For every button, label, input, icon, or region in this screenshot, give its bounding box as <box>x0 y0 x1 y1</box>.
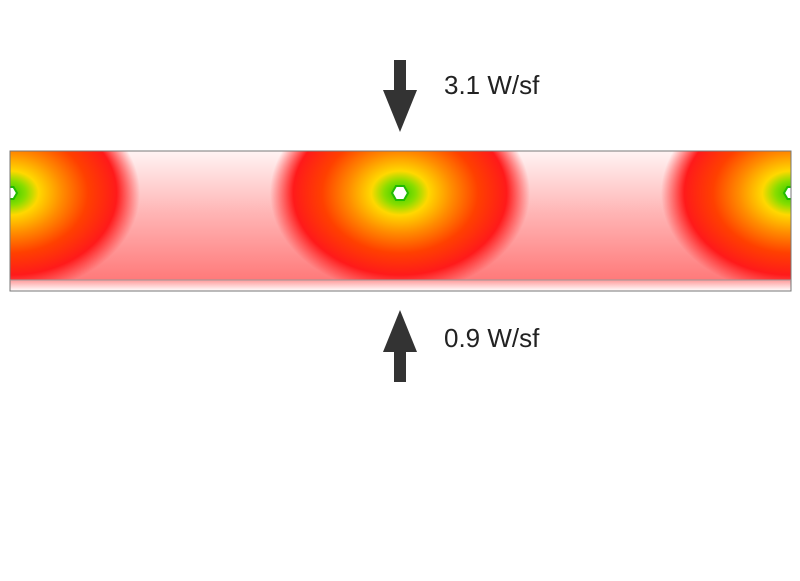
slab-bottom-layer <box>10 280 791 291</box>
bottom-flux-arrow <box>383 310 417 382</box>
bottom-heat-flux-label: 0.9 W/sf <box>444 323 540 353</box>
slab <box>10 151 791 291</box>
top-heat-flux-label: 3.1 W/sf <box>444 70 540 100</box>
heat-field-center <box>270 151 530 291</box>
top-flux-arrow <box>383 60 417 132</box>
heat-field-left <box>10 151 140 291</box>
pipe-center-icon <box>390 185 410 201</box>
heat-field-right <box>661 151 791 291</box>
pipe-right-icon <box>782 186 791 200</box>
slab-outline <box>9 150 792 292</box>
pipe-left-icon <box>10 186 19 200</box>
